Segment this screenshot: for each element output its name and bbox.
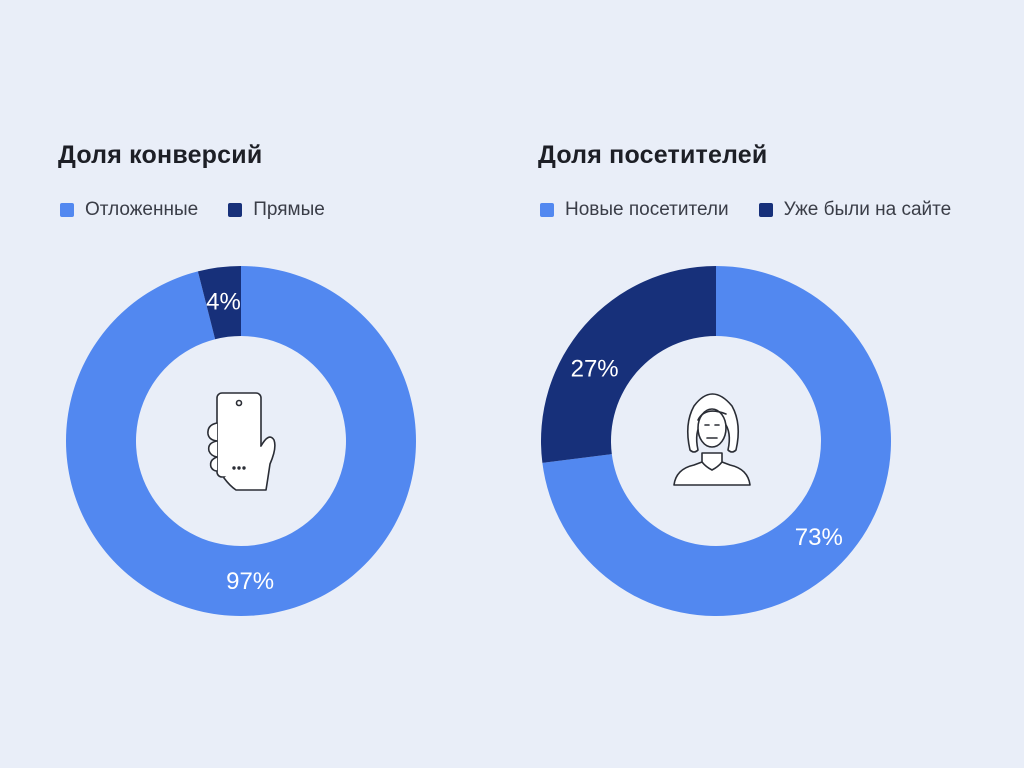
legend-item-returning-visitors: Уже были на сайте — [758, 199, 952, 221]
legend-label: Прямые — [253, 199, 325, 220]
slice-value-label: 73% — [795, 524, 843, 551]
slice-value-label: 4% — [206, 289, 241, 316]
slice-value-label: 97% — [226, 568, 274, 595]
legend-swatch — [60, 203, 74, 217]
legend-item-new-visitors: Новые посетители — [540, 199, 729, 221]
donut-chart: 97% 4% — [65, 266, 416, 616]
slice-value-label: 27% — [571, 356, 619, 383]
chart-legend: Новые посетители Уже были на сайте — [540, 199, 981, 221]
slice-new-visitors — [542, 266, 891, 616]
legend-label: Отложенные — [85, 199, 199, 220]
legend-swatch — [540, 203, 554, 217]
visitors-chart-panel: Доля посетителей Новые посетители Уже бы… — [512, 0, 1024, 768]
slice-direct — [197, 266, 241, 340]
legend-swatch — [228, 203, 243, 217]
slice-returning-visitors — [541, 266, 716, 463]
chart-title: Доля посетителей — [538, 141, 768, 169]
slice-deferred — [65, 266, 416, 616]
phone-in-hand-icon — [207, 392, 276, 491]
legend-swatch — [758, 203, 773, 217]
legend-label: Уже были на сайте — [783, 199, 952, 220]
chart-legend: Отложенные Прямые — [60, 199, 355, 221]
legend-item-deferred: Отложенные — [60, 199, 198, 221]
legend-label: Новые посетители — [565, 199, 729, 220]
conversions-chart-panel: Доля конверсий Отложенные Прямые 97% 4% — [58, 141, 416, 616]
chart-title: Доля конверсий — [58, 141, 263, 169]
donut-chart: 73% 27% — [541, 266, 891, 616]
legend-item-direct: Прямые — [228, 199, 325, 221]
woman-avatar-icon — [673, 393, 751, 486]
